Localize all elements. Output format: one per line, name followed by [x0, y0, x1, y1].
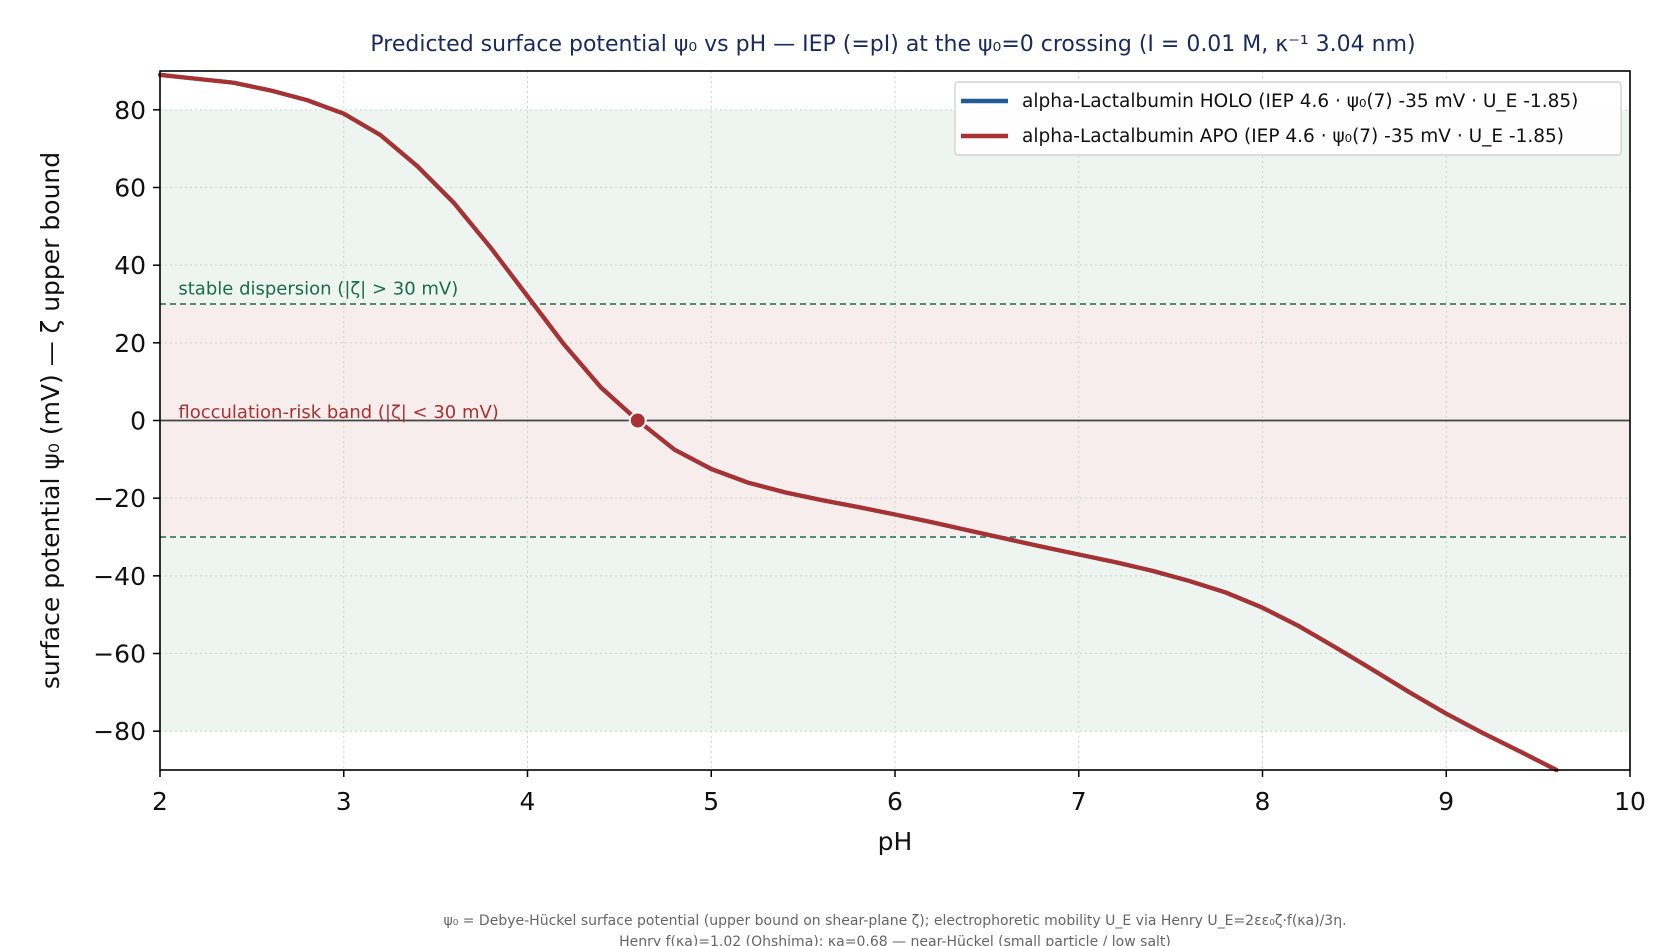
y-tick-label: −80 [93, 717, 146, 746]
reference-lines [160, 303, 1630, 538]
chart-title: Predicted surface potential ψ₀ vs pH — I… [370, 32, 1415, 57]
x-tick-label: 3 [336, 787, 352, 816]
axes: 2 3 4 5 6 7 8 9 10 −80 −60 −40 −20 0 20 40 60 80 [93, 96, 1646, 816]
footnote: ψ₀ = Debye-Hückel surface potential (upp… [443, 913, 1346, 946]
annotations: stable dispersion (|ζ| > 30 mV) flocculat… [178, 278, 498, 422]
x-tick-label: 2 [152, 787, 168, 816]
y-tick-label: 60 [114, 174, 146, 203]
footnote-line: ψ₀ = Debye-Hückel surface potential (upp… [443, 913, 1346, 929]
y-tick-label: −20 [93, 484, 146, 513]
y-tick-label: 20 [114, 329, 146, 358]
y-tick-label: 40 [114, 251, 146, 280]
x-tick-label: 6 [887, 787, 903, 816]
footnote-line: Henry f(κa)=1.02 (Ohshima); κa=0.68 — ne… [619, 934, 1171, 946]
x-tick-label: 4 [520, 787, 536, 816]
x-tick-label: 9 [1438, 787, 1454, 816]
y-tick-label: 0 [130, 407, 146, 436]
x-tick-label: 8 [1255, 787, 1271, 816]
y-tick-label: 80 [114, 96, 146, 125]
y-tick-label: −40 [93, 562, 146, 591]
x-axis-label: pH [878, 827, 913, 856]
stable-band [160, 537, 1630, 732]
x-tick-label: 5 [703, 787, 719, 816]
annotation-label: stable dispersion (|ζ| > 30 mV) [178, 278, 458, 299]
legend-box [954, 81, 1622, 156]
x-tick-label: 10 [1614, 787, 1646, 816]
legend-label-2: alpha-Lactalbumin APO (IEP 4.6 · ψ₀(7) -… [1022, 126, 1564, 147]
series-line-2 [157, 72, 1559, 773]
legend: alpha-Lactalbumin HOLO (IEP 4.6 · ψ₀(7) … [954, 81, 1622, 156]
y-tick-label: −60 [93, 640, 146, 669]
markers [628, 411, 647, 430]
iep-marker [628, 411, 647, 430]
series-lines [157, 72, 1559, 773]
y-axis-label: surface potential ψ₀ (mV) — ζ upper boun… [36, 152, 65, 689]
x-tick-label: 7 [1071, 787, 1087, 816]
annotation-label: flocculation-risk band (|ζ| < 30 mV) [178, 402, 498, 423]
legend-label-1: alpha-Lactalbumin HOLO (IEP 4.6 · ψ₀(7) … [1022, 91, 1578, 112]
